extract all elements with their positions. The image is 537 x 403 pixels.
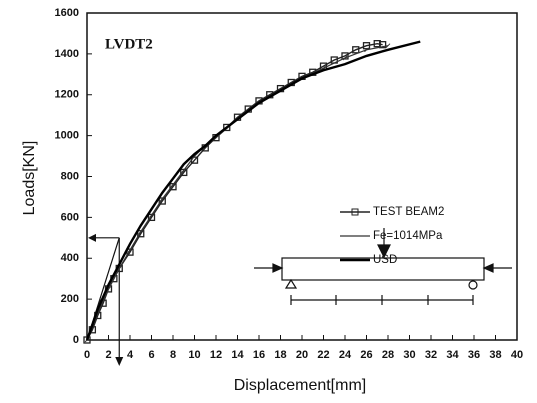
- marker: [127, 247, 133, 253]
- x-tick-label: 36: [468, 349, 480, 361]
- legend-marker: [351, 208, 359, 216]
- marker: [159, 196, 165, 202]
- annotation: LVDT2: [105, 36, 153, 52]
- marker: [362, 42, 371, 50]
- x-tick-label: 40: [511, 349, 523, 361]
- marker: [378, 41, 387, 49]
- x-tick-label: 8: [170, 349, 176, 361]
- marker: [364, 47, 369, 53]
- marker: [192, 153, 197, 159]
- marker: [170, 182, 176, 188]
- x-tick-label: 26: [360, 349, 372, 361]
- x-tick-label: 6: [148, 349, 154, 361]
- x-tick-label: 28: [382, 349, 394, 361]
- marker: [342, 55, 348, 61]
- x-tick-label: 32: [425, 349, 437, 361]
- x-tick-label: 30: [403, 349, 415, 361]
- x-tick-label: 2: [105, 349, 111, 361]
- series-line: [86, 45, 389, 341]
- x-tick-label: 0: [84, 349, 90, 361]
- x-tick-label: 20: [296, 349, 308, 361]
- legend-label: Fe=1014MPa: [373, 230, 443, 242]
- legend-label: USD: [373, 254, 397, 266]
- y-tick-label: 1000: [55, 130, 79, 142]
- y-tick-label: 200: [61, 293, 79, 305]
- x-tick-label: 22: [317, 349, 329, 361]
- x-tick-label: 16: [253, 349, 265, 361]
- beam-diagram: [254, 228, 512, 305]
- marker: [213, 135, 219, 141]
- y-tick-label: 1600: [55, 7, 79, 19]
- series-line: [85, 40, 421, 341]
- y-axis-label: Loads[KN]: [21, 141, 38, 216]
- x-tick-label: 12: [210, 349, 222, 361]
- marker: [116, 266, 122, 271]
- marker: [385, 43, 391, 49]
- x-tick-label: 34: [446, 349, 459, 361]
- marker: [149, 212, 154, 218]
- marker: [181, 168, 187, 173]
- marker: [352, 46, 360, 54]
- marker: [138, 229, 144, 235]
- x-tick-label: 38: [489, 349, 501, 361]
- x-tick-label: 10: [188, 349, 200, 361]
- x-tick-label: 14: [231, 349, 244, 361]
- marker: [223, 123, 231, 132]
- plot-frame: [86, 12, 518, 341]
- legend-label: TEST BEAM2: [373, 206, 444, 218]
- y-tick-label: 0: [73, 334, 79, 346]
- x-tick-label: 24: [339, 349, 352, 361]
- y-tick-label: 800: [61, 170, 79, 182]
- series-line: [86, 42, 383, 341]
- y-tick-label: 1200: [55, 89, 79, 101]
- marker: [341, 52, 349, 60]
- y-tick-label: 400: [61, 252, 79, 264]
- y-tick-label: 600: [61, 211, 79, 223]
- x-tick-label: 4: [127, 349, 134, 361]
- arrow-head: [115, 357, 124, 366]
- x-tick-label: 18: [274, 349, 286, 361]
- arrow-head: [88, 233, 96, 242]
- y-tick-label: 1400: [55, 48, 79, 60]
- x-axis-label: Displacement[mm]: [234, 377, 366, 394]
